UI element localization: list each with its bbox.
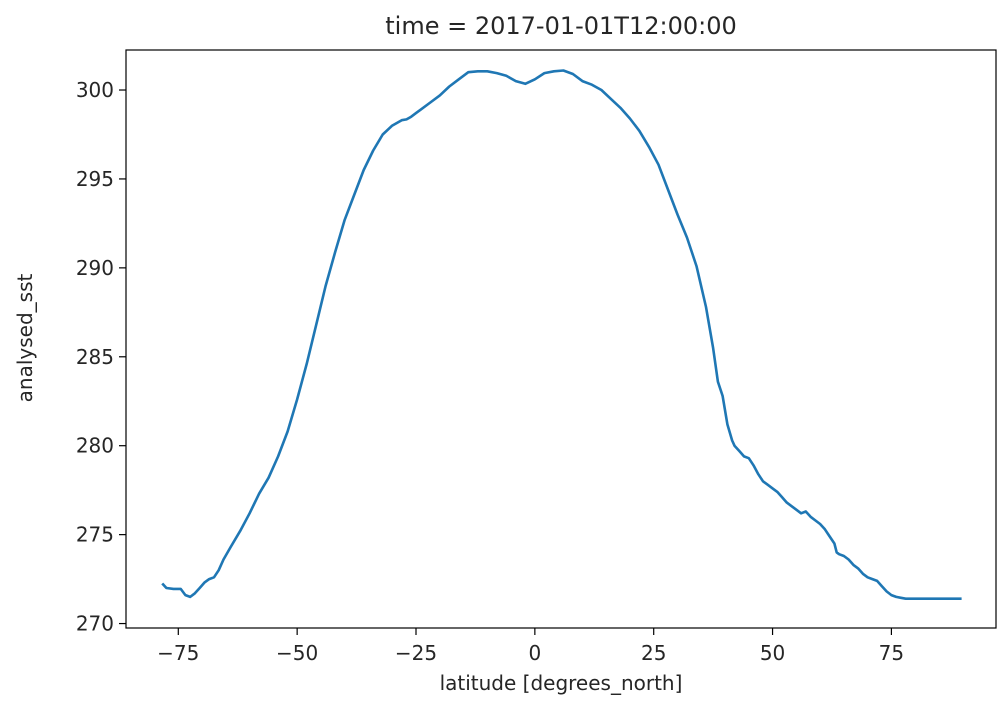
- y-tick-label: 285: [76, 345, 114, 369]
- y-tick-label: 290: [76, 256, 114, 280]
- x-tick-label: 75: [879, 641, 904, 665]
- x-tick-label: −50: [276, 641, 318, 665]
- y-tick-label: 275: [76, 523, 114, 547]
- y-axis: 270 275 280 285 290 295 300: [76, 78, 126, 636]
- plot-area: [125, 49, 997, 629]
- plot-frame: [125, 49, 997, 629]
- x-tick-label: 0: [528, 641, 541, 665]
- x-tick-label: 50: [760, 641, 785, 665]
- y-tick-label: 295: [76, 167, 114, 191]
- chart-title: time = 2017-01-01T12:00:00: [385, 12, 737, 40]
- series-line-0: [161, 69, 962, 601]
- y-axis-label: analysed_sst: [13, 274, 37, 403]
- x-axis-label: latitude [degrees_north]: [440, 671, 683, 695]
- x-tick-label: −25: [395, 641, 437, 665]
- y-tick-label: 280: [76, 434, 114, 458]
- x-tick-label: −75: [157, 641, 199, 665]
- x-axis: −75 −50 −25 0 25 50 75: [157, 628, 904, 665]
- y-tick-label: 300: [76, 78, 114, 102]
- y-tick-label: 270: [76, 612, 114, 636]
- x-tick-label: 25: [641, 641, 666, 665]
